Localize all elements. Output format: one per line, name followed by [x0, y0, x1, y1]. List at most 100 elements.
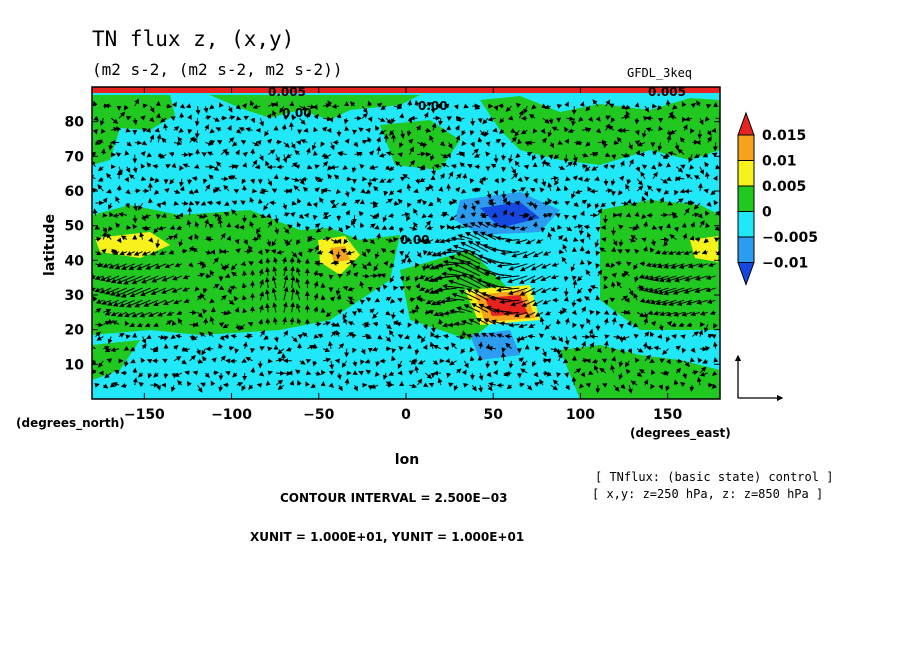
contour-label: 0.005 [648, 85, 686, 99]
flux-vector [165, 164, 171, 169]
flux-vector [331, 260, 339, 266]
flux-vector [223, 212, 230, 217]
contour-interval: CONTOUR INTERVAL = 2.500E−03 [280, 491, 507, 505]
flux-vector [674, 176, 681, 182]
flux-vector [259, 118, 264, 127]
flux-vector [713, 357, 719, 363]
flux-vector [176, 310, 183, 315]
flux-vector [230, 263, 238, 271]
flux-vector [310, 383, 316, 389]
flux-vector [267, 178, 272, 187]
plot-area [92, 87, 720, 399]
flux-vector [238, 127, 245, 132]
flux-vector [281, 256, 287, 264]
flux-vector [241, 103, 248, 109]
flux-vector [155, 112, 161, 119]
flux-vector [351, 166, 357, 173]
flux-vector [191, 176, 198, 182]
flux-vector [369, 239, 376, 245]
flux-vector [417, 334, 423, 340]
flux-vector [297, 251, 303, 258]
flux-vector [212, 257, 219, 265]
flux-vector [311, 142, 317, 151]
flux-vector [169, 178, 175, 185]
flux-vector [634, 118, 640, 125]
flux-vector [191, 247, 198, 253]
flux-vector [358, 127, 364, 133]
flux-vector [364, 358, 371, 364]
flux-vector [205, 249, 212, 255]
flux-vector [295, 289, 301, 301]
flux-vector [164, 263, 175, 269]
flux-vector [312, 214, 318, 221]
flux-vector [372, 311, 379, 319]
flux-vector [542, 370, 550, 376]
flux-vector [168, 152, 175, 157]
flux-vector [231, 200, 238, 206]
flux-vector [320, 141, 326, 147]
flux-vector [377, 334, 383, 340]
flux-vector [119, 250, 128, 256]
flux-vector [345, 250, 355, 256]
flux-vector [179, 185, 185, 192]
flux-vector [152, 164, 159, 169]
flux-vector [125, 189, 131, 195]
flux-vector [275, 379, 284, 386]
flux-vector [124, 150, 130, 156]
flux-vector [141, 140, 148, 146]
flux-vector [485, 360, 491, 369]
flux-vector [154, 177, 160, 184]
flux-vector [329, 199, 336, 205]
flux-vector [256, 382, 263, 388]
flux-vector [634, 102, 640, 108]
flux-vector [360, 188, 366, 194]
flux-vector [200, 292, 206, 301]
flux-vector [194, 221, 200, 228]
flux-vector [154, 263, 167, 269]
colorbar-segment [737, 185, 755, 212]
flux-vector [254, 164, 261, 170]
flux-vector [313, 280, 319, 289]
flux-vector [283, 176, 291, 182]
flux-vector [297, 379, 302, 386]
flux-vector [289, 121, 294, 131]
flux-vector [335, 330, 341, 337]
flux-vector [331, 202, 340, 209]
flux-vector [289, 317, 295, 325]
flux-vector [353, 271, 359, 278]
flux-vector [359, 163, 365, 170]
flux-vector [92, 160, 96, 168]
flux-vector [181, 359, 187, 365]
flux-vector [112, 250, 120, 255]
flux-vector [136, 322, 143, 328]
flux-vector [337, 273, 344, 279]
flux-vector [250, 117, 255, 124]
flux-vector [124, 320, 130, 327]
flux-vector [336, 372, 342, 380]
flux-vector [179, 103, 186, 109]
flux-vector [218, 343, 224, 349]
flux-vector [359, 280, 365, 289]
flux-vector [197, 272, 206, 278]
flux-vector [233, 189, 240, 194]
flux-vector [173, 126, 180, 132]
flux-vector [170, 334, 177, 340]
flux-vector [360, 359, 365, 365]
flux-vector [195, 106, 201, 115]
colorbar-label: 0.005 [762, 179, 806, 195]
flux-vector [305, 370, 312, 376]
y-tick-label: 20 [65, 323, 85, 339]
x-tick-label: 150 [653, 407, 682, 423]
flux-vector [271, 239, 277, 247]
flux-vector [94, 287, 104, 293]
flux-vector [165, 320, 173, 326]
flux-vector [146, 162, 152, 168]
flux-vector [266, 239, 272, 247]
flux-vector [346, 176, 353, 182]
flux-vector [367, 136, 372, 143]
flux-vector [258, 304, 264, 313]
flux-vector [94, 225, 101, 230]
flux-vector [188, 262, 194, 268]
flux-vector [336, 112, 342, 119]
flux-vector [197, 261, 205, 266]
